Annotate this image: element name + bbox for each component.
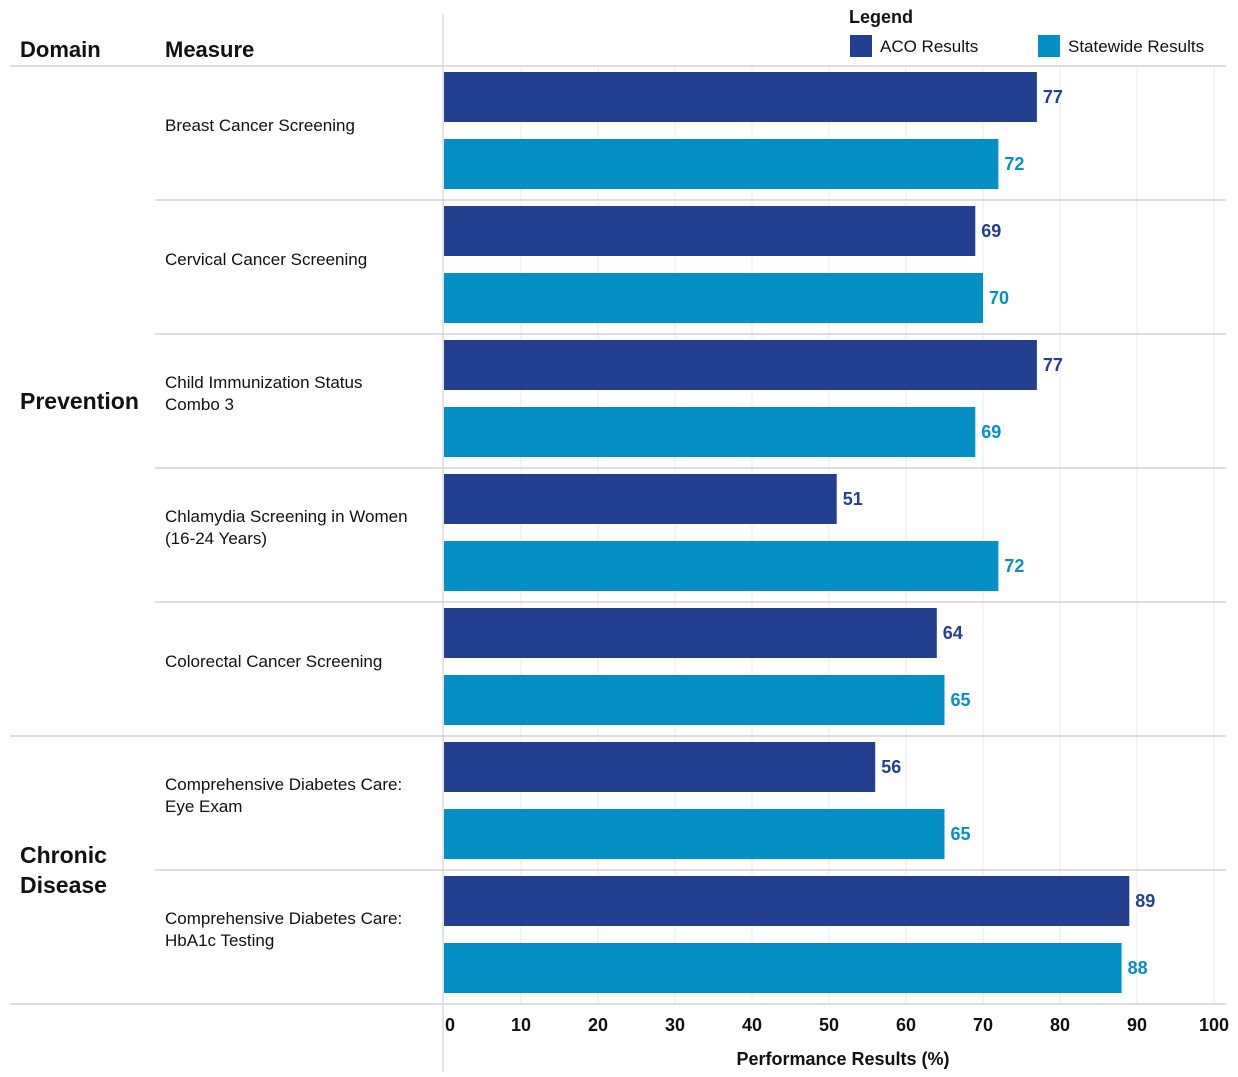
- aco-bar: [444, 474, 837, 524]
- domain-column-header: Domain: [20, 37, 101, 62]
- aco-bar: [444, 340, 1037, 390]
- statewide-bar: [444, 139, 999, 189]
- measure-label: Comprehensive Diabetes Care:: [165, 775, 402, 794]
- measure-label: Eye Exam: [165, 797, 242, 816]
- legend: Legend ACO Results Statewide Results: [849, 7, 1204, 57]
- aco-value-label: 89: [1135, 891, 1155, 911]
- statewide-value-label: 72: [1004, 556, 1024, 576]
- legend-items: ACO Results Statewide Results: [850, 35, 1204, 57]
- measure-label: HbA1c Testing: [165, 931, 274, 950]
- statewide-value-label: 70: [989, 288, 1009, 308]
- aco-value-label: 64: [943, 623, 963, 643]
- statewide-bar: [444, 407, 976, 457]
- x-tick-label: 80: [1050, 1015, 1070, 1035]
- bars-layer: [444, 72, 1130, 993]
- measure-label: (16-24 Years): [165, 529, 267, 548]
- aco-bar: [444, 876, 1130, 926]
- x-tick-label: 40: [742, 1015, 762, 1035]
- aco-value-label: 77: [1043, 87, 1063, 107]
- x-tick-label: 10: [511, 1015, 531, 1035]
- x-tick-label: 60: [896, 1015, 916, 1035]
- statewide-value-label: 88: [1128, 958, 1148, 978]
- x-tick-label: 70: [973, 1015, 993, 1035]
- aco-bar: [444, 72, 1037, 122]
- domain-labels: Prevention Chronic Disease: [20, 388, 139, 898]
- aco-bar: [444, 206, 976, 256]
- statewide-bar: [444, 943, 1122, 993]
- legend-label-aco: ACO Results: [880, 37, 978, 56]
- statewide-bar: [444, 809, 945, 859]
- measure-label: Chlamydia Screening in Women: [165, 507, 408, 526]
- legend-title: Legend: [849, 7, 913, 27]
- value-labels: 77 69 77 51 64 56 89 72 70 69 72 65 65 88: [843, 87, 1156, 978]
- statewide-bar: [444, 675, 945, 725]
- aco-value-label: 56: [881, 757, 901, 777]
- aco-bar: [444, 608, 937, 658]
- aco-value-label: 51: [843, 489, 863, 509]
- measure-label: Colorectal Cancer Screening: [165, 652, 382, 671]
- measure-label: Breast Cancer Screening: [165, 116, 355, 135]
- legend-label-statewide: Statewide Results: [1068, 37, 1204, 56]
- legend-swatch-aco: [850, 35, 872, 57]
- measure-label: Comprehensive Diabetes Care:: [165, 909, 402, 928]
- x-axis-ticks: 0 10 20 30 40 50 60 70 80 90 100: [445, 1015, 1229, 1035]
- aco-value-label: 77: [1043, 355, 1063, 375]
- aco-bar: [444, 742, 876, 792]
- measure-label: Cervical Cancer Screening: [165, 250, 367, 269]
- separator-layer: [10, 14, 1226, 1072]
- measure-label: Child Immunization Status: [165, 373, 362, 392]
- statewide-value-label: 65: [951, 690, 971, 710]
- x-tick-label: 0: [445, 1015, 455, 1035]
- x-tick-label: 50: [819, 1015, 839, 1035]
- statewide-value-label: 69: [981, 422, 1001, 442]
- measure-column-header: Measure: [165, 37, 254, 62]
- statewide-bar: [444, 273, 983, 323]
- domain-label: Chronic: [20, 842, 107, 868]
- x-tick-label: 100: [1199, 1015, 1229, 1035]
- domain-label: Disease: [20, 872, 107, 898]
- x-tick-label: 20: [588, 1015, 608, 1035]
- x-tick-label: 30: [665, 1015, 685, 1035]
- statewide-bar: [444, 541, 999, 591]
- legend-swatch-statewide: [1038, 35, 1060, 57]
- statewide-value-label: 65: [951, 824, 971, 844]
- domain-label: Prevention: [20, 388, 139, 414]
- x-tick-label: 90: [1127, 1015, 1147, 1035]
- measure-labels: Breast Cancer Screening Cervical Cancer S…: [165, 116, 408, 950]
- measure-label: Combo 3: [165, 395, 234, 414]
- statewide-value-label: 72: [1004, 154, 1024, 174]
- x-axis-title: Performance Results (%): [736, 1049, 949, 1069]
- aco-value-label: 69: [981, 221, 1001, 241]
